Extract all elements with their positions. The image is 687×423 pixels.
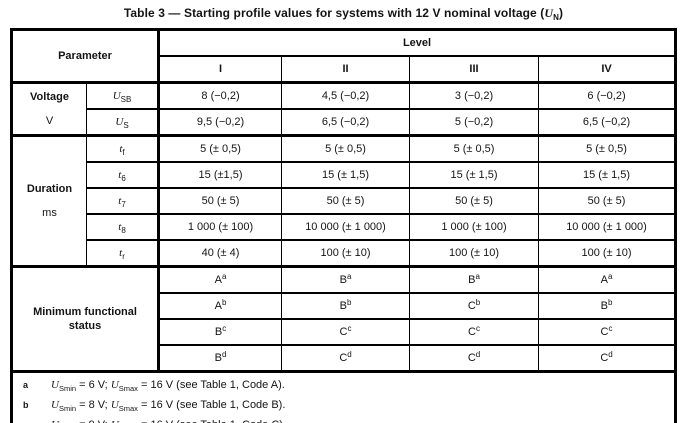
title-variable: U [544,6,554,20]
param-symbol-tf: tf [85,134,160,163]
status-cell: Cd [538,344,677,373]
footnote-c: cUSmin = 9 V; USmax = 16 V (see Table 1,… [13,416,668,423]
starting-profile-table: Parameter Level I II III IV Voltage V US… [10,28,678,423]
table-row-status-a: Minimum functional status Aa Ba Ba Aa [10,265,677,373]
param-symbol-tr: tr [85,239,160,268]
status-cell: Bb [281,292,411,320]
value-cell: 5 (± 0,5) [281,134,411,163]
table-row-t8: t8 1 000 (± 100) 10 000 (± 1 000) 1 000 … [12,213,677,241]
value-cell: 100 (± 10) [281,239,411,268]
status-cell: Ab [157,292,283,320]
status-cell: Bc [157,318,283,346]
value-cell: 50 (± 5) [538,187,677,215]
voltage-group-cell: Voltage V [11,81,87,137]
value-cell: 6,5 (−0,2) [281,108,411,137]
value-cell: 1 000 (± 100) [409,213,540,241]
footnote-a: a USmin = 6 V; USmax = 16 V (see Table 1,… [23,379,285,393]
voltage-unit: V [45,115,54,127]
table-title-text: Table 3 — Starting profile values for sy… [123,6,545,20]
param-symbol-usb: USB [85,81,160,110]
status-cell: Cd [281,344,411,373]
value-cell: 3 (−0,2) [409,81,540,110]
param-symbol-t6: t6 [85,161,160,189]
duration-label: Duration [26,183,73,195]
table-title-close: ) [559,6,564,20]
status-cell: Bd [157,344,283,373]
value-cell: 50 (± 5) [409,187,540,215]
value-cell: 5 (± 0,5) [538,134,677,163]
status-cell: Bb [538,292,677,320]
table-row-status-b: Ab Bb Cb Bb [12,292,677,320]
status-cell: Cc [409,318,540,346]
value-cell: 100 (± 10) [409,239,540,268]
status-cell: Ba [409,265,540,294]
title-variable-subscript: N [553,13,560,22]
header-row-level: Parameter Level [10,28,677,84]
value-cell: 15 (± 1,5) [281,161,411,189]
value-cell: 15 (±1,5) [157,161,283,189]
value-cell: 6 (−0,2) [538,81,677,110]
table-row-status-d: Bd Cd Cd Cd [12,344,677,373]
value-cell: 10 000 (± 1 000) [538,213,677,241]
footnote-b: b USmin = 8 V; USmax = 16 V (see Table 1,… [23,399,286,413]
status-cell: Cb [409,292,540,320]
table-row-us: US 9,5 (−0,2) 6,5 (−0,2) 5 (−0,2) 6,5 (−… [12,108,677,137]
table-row-usb: Voltage V USB 8 (−0,2) 4,5 (−0,2) 3 (−0,… [11,81,677,137]
voltage-label: Voltage [30,91,69,103]
status-cell: Cc [281,318,411,346]
value-cell: 15 (± 1,5) [409,161,540,189]
table-row-tf: Duration ms tf 5 (± 0,5) 5 (± 0,5) 5 (± … [11,134,677,268]
header-level-1: I [157,55,283,84]
param-symbol-us: US [85,108,160,137]
value-cell: 100 (± 10) [538,239,677,268]
value-cell: 40 (± 4) [157,239,283,268]
duration-group-cell: Duration ms [11,134,87,268]
status-group-cell: Minimum functional status [10,265,160,373]
status-cell: Cd [409,344,540,373]
param-symbol-t8: t8 [85,213,160,241]
value-cell: 1 000 (± 100) [157,213,283,241]
table-title: Table 3 — Starting profile values for sy… [0,6,687,22]
table-row-status-c: Bc Cc Cc Cc [12,318,677,346]
footnotes-cell: a USmin = 6 V; USmax = 16 V (see Table 1,… [10,370,677,423]
status-cell: Aa [157,265,283,294]
header-row-columns: I II III IV [12,55,677,84]
table-row-t7: t7 50 (± 5) 50 (± 5) 50 (± 5) 50 (± 5) [12,187,677,215]
value-cell: 5 (± 0,5) [409,134,540,163]
header-level-4: IV [538,55,677,84]
table-row-tr: tr 40 (± 4) 100 (± 10) 100 (± 10) 100 (±… [12,239,677,268]
value-cell: 8 (−0,2) [157,81,283,110]
status-cell: Cc [538,318,677,346]
value-cell: 9,5 (−0,2) [157,108,283,137]
header-level-3: III [409,55,540,84]
header-level: Level [157,28,677,57]
status-cell: Aa [538,265,677,294]
footnotes-row: a USmin = 6 V; USmax = 16 V (see Table 1,… [10,370,677,423]
value-cell: 5 (−0,2) [409,108,540,137]
value-cell: 5 (± 0,5) [157,134,283,163]
value-cell: 6,5 (−0,2) [538,108,677,137]
header-level-2: II [281,55,411,84]
table-row-t6: t6 15 (±1,5) 15 (± 1,5) 15 (± 1,5) 15 (±… [12,161,677,189]
param-symbol-t7: t7 [85,187,160,215]
value-cell: 10 000 (± 1 000) [281,213,411,241]
duration-unit: ms [42,207,57,219]
value-cell: 4,5 (−0,2) [281,81,411,110]
status-cell: Ba [281,265,411,294]
value-cell: 50 (± 5) [281,187,411,215]
value-cell: 50 (± 5) [157,187,283,215]
header-parameter: Parameter [10,28,160,84]
value-cell: 15 (± 1,5) [538,161,677,189]
